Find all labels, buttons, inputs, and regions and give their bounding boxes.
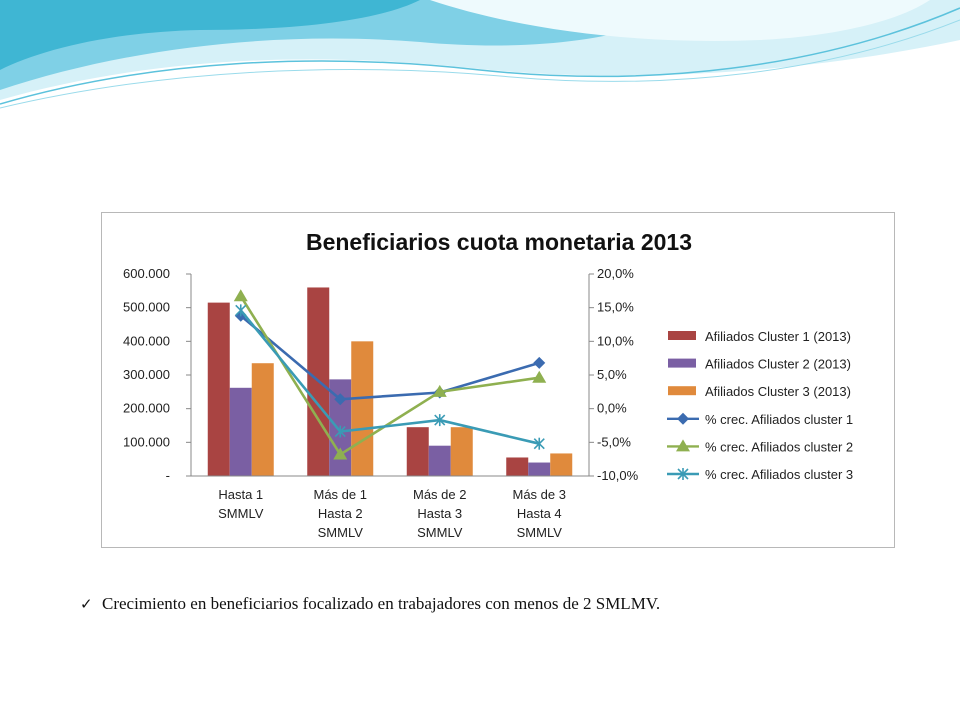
bullet-point: ✓ Crecimiento en beneficiarios focalizado… [80,594,940,614]
bar-cluster-3 [351,341,374,476]
left-axis-ticks: - 100.000 200.000 300.000 400.000 500.000 600.… [123,266,191,483]
right-tick-label: 20,0% [597,266,634,281]
legend-item: % crec. Afiliados cluster 3 [667,467,853,482]
triangle-marker [532,370,547,383]
legend-swatch [668,358,696,368]
right-tick-label: 10,0% [597,333,634,348]
legend-item: Afiliados Cluster 3 (2013) [668,384,851,399]
left-tick-label: 500.000 [123,300,170,315]
right-tick-label: -5,0% [597,434,631,449]
triangle-marker [676,439,690,452]
triangle-marker [333,447,348,460]
left-tick-label: - [166,468,170,483]
x-category-label: Hasta 3 [417,506,462,521]
legend-label: % crec. Afiliados cluster 2 [705,439,853,454]
line-cluster-2 [239,295,540,457]
left-tick-label: 400.000 [123,333,170,348]
legend-label: Afiliados Cluster 3 (2013) [705,384,851,399]
left-tick-label: 600.000 [123,266,170,281]
x-category-label: SMMLV [417,525,463,540]
right-tick-label: -10,0% [597,468,639,483]
left-tick-label: 300.000 [123,367,170,382]
wave-line-1 [0,7,960,105]
diamond-marker [677,412,689,425]
bar-cluster-2 [528,462,551,476]
x-category-label: Más de 1 [314,487,367,502]
bar-line-chart: Beneficiarios cuota monetaria 2013 - 100.… [123,229,853,540]
legend-item: % crec. Afiliados cluster 2 [667,439,853,454]
star-marker [677,468,689,480]
x-category-label: SMMLV [218,506,264,521]
x-category-label: Hasta 4 [517,506,562,521]
x-category-label: Más de 3 [513,487,566,502]
legend-item: % crec. Afiliados cluster 1 [667,412,853,427]
bar-cluster-3 [251,363,274,476]
chart-legend: Afiliados Cluster 1 (2013) Afiliados Clus… [667,329,853,482]
x-category-label: SMMLV [517,525,563,540]
lines-group [233,289,547,460]
legend-item: Afiliados Cluster 1 (2013) [668,329,851,344]
star-marker [533,437,545,450]
legend-swatch [668,331,696,340]
right-tick-label: 5,0% [597,367,627,382]
line-cluster-1 [239,314,540,401]
star-marker [334,425,346,438]
x-category-label: Hasta 1 [218,487,263,502]
bar-cluster-1 [207,302,230,476]
wave-line-2 [0,19,960,109]
triangle-marker [432,384,447,397]
bar-cluster-1 [506,457,529,476]
legend-label: % crec. Afiliados cluster 1 [705,412,853,427]
right-tick-label: 15,0% [597,300,634,315]
x-category-label: Más de 2 [413,487,466,502]
header-wave-decoration [0,0,960,109]
legend-label: Afiliados Cluster 2 (2013) [705,357,851,372]
bar-cluster-3 [450,427,473,476]
star-marker [434,414,446,427]
legend-label: Afiliados Cluster 1 (2013) [705,329,851,344]
wave-highlight [430,0,930,41]
left-tick-label: 200.000 [123,401,170,416]
triangle-marker [233,289,248,302]
left-tick-label: 100.000 [123,434,170,449]
chart-container: Beneficiarios cuota monetaria 2013 - 100.… [101,212,895,548]
legend-swatch [668,386,696,396]
category-labels: Hasta 1 SMMLV Más de 1 Hasta 2 SMMLV Más de 2… [218,487,566,540]
chart-title: Beneficiarios cuota monetaria 2013 [306,229,692,255]
wave-dark-shape [0,0,420,70]
diamond-marker [533,356,546,369]
diamond-marker [334,393,347,406]
star-marker [235,304,247,317]
bar-cluster-2 [428,445,451,476]
bar-cluster-1 [406,427,429,476]
legend-item: Afiliados Cluster 2 (2013) [668,357,851,372]
x-category-label: Hasta 2 [318,506,363,521]
right-axis-ticks: -10,0% -5,0% 0,0% 5,0% 10,0% 15,0% 20,0% [589,266,639,483]
right-tick-label: 0,0% [597,401,627,416]
bar-cluster-2 [229,387,252,476]
check-icon: ✓ [80,595,93,613]
x-category-label: SMMLV [318,525,364,540]
legend-label: % crec. Afiliados cluster 3 [705,467,853,482]
bar-cluster-3 [550,453,573,476]
bullet-text: Crecimiento en beneficiarios focalizado … [102,594,661,613]
line-cluster-3 [239,309,540,445]
